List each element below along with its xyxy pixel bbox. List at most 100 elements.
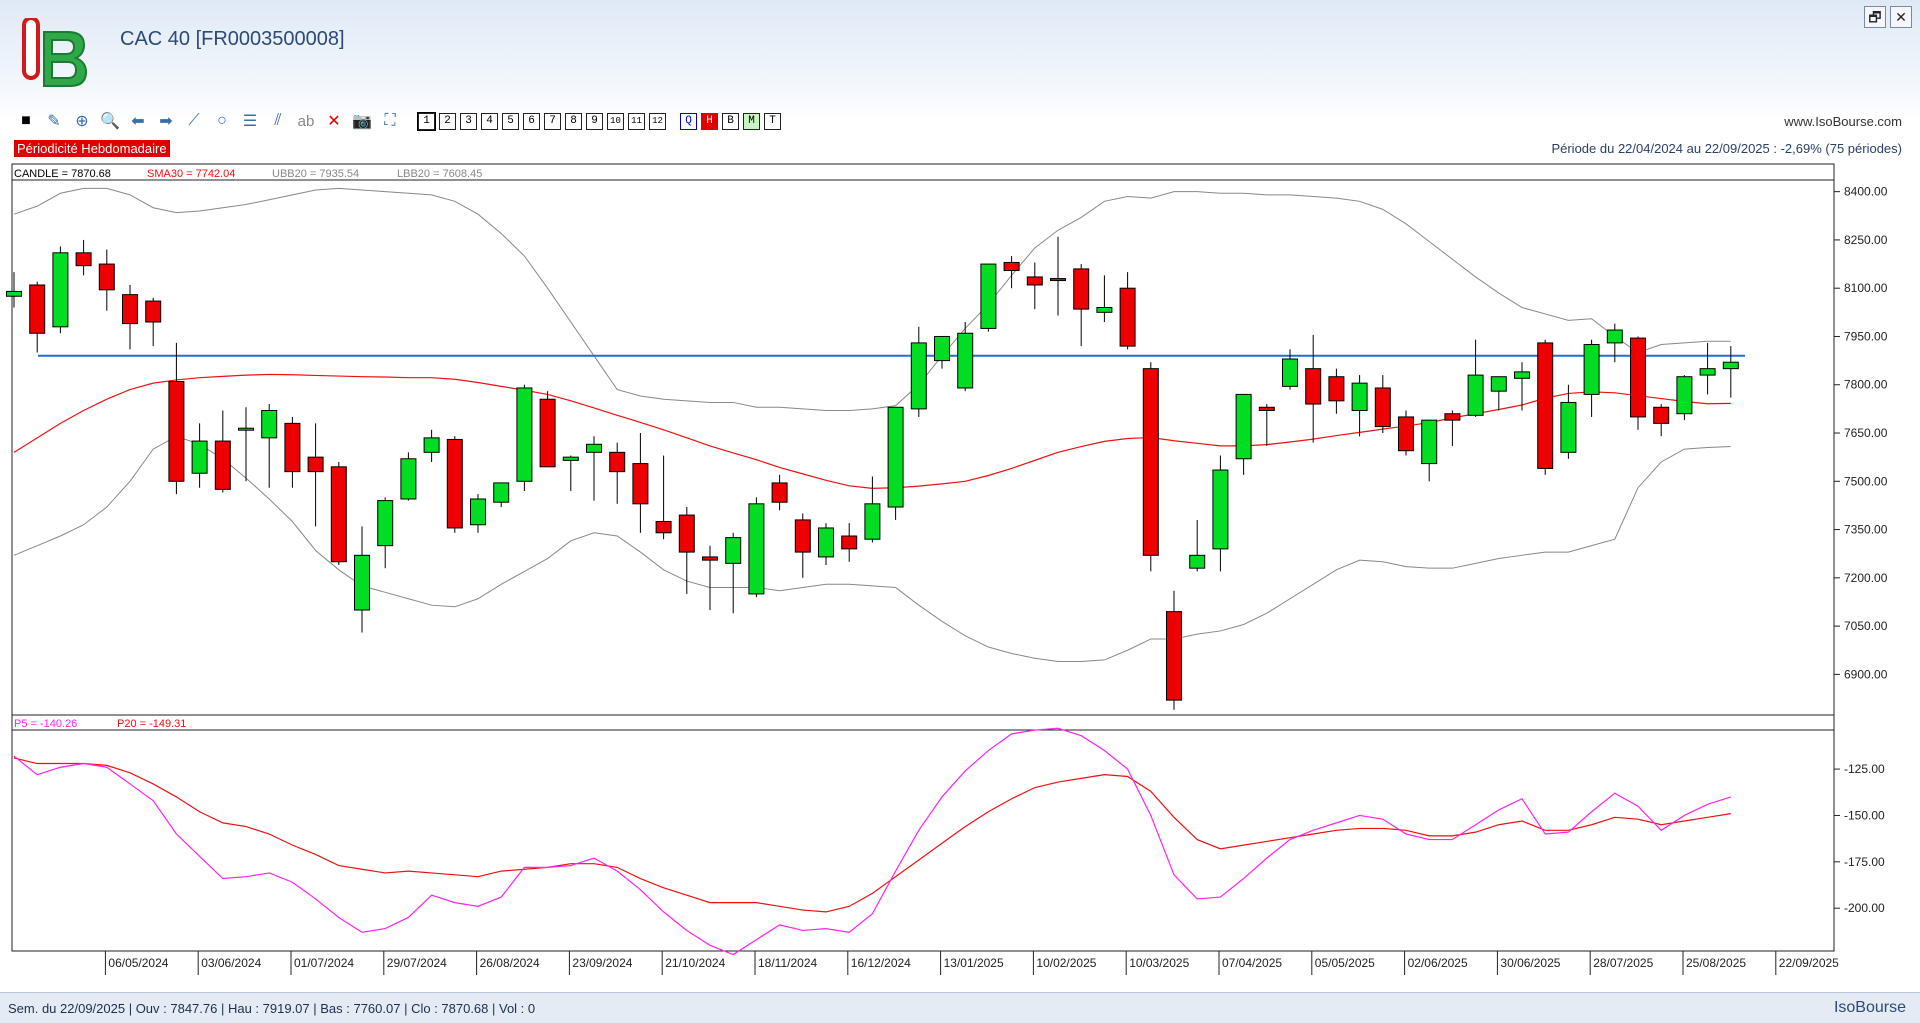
- candle[interactable]: [1398, 410, 1414, 456]
- candle[interactable]: [122, 284, 138, 350]
- candle[interactable]: [400, 452, 417, 501]
- period-button-10[interactable]: 10: [607, 112, 624, 130]
- candle[interactable]: [771, 474, 788, 511]
- candle[interactable]: [1467, 339, 1484, 417]
- candle[interactable]: [261, 404, 278, 488]
- fibonacci-icon[interactable]: ☰: [242, 113, 258, 130]
- candle[interactable]: [910, 326, 927, 417]
- period-button-9[interactable]: 9: [586, 112, 603, 130]
- timeframe-button-m[interactable]: M: [743, 112, 760, 130]
- candle[interactable]: [1514, 362, 1530, 411]
- candle[interactable]: [1421, 419, 1438, 482]
- crosshair-icon[interactable]: ⊕: [75, 113, 89, 130]
- candle[interactable]: [446, 436, 463, 533]
- candle[interactable]: [586, 436, 602, 501]
- candle[interactable]: [1537, 339, 1554, 475]
- candle[interactable]: [168, 342, 185, 495]
- candle[interactable]: [52, 246, 69, 334]
- candle[interactable]: [470, 494, 486, 533]
- arrow-right-icon[interactable]: ➡: [159, 113, 173, 130]
- candle[interactable]: [609, 442, 626, 504]
- candle[interactable]: [1653, 404, 1670, 437]
- candle[interactable]: [1305, 334, 1322, 443]
- candle[interactable]: [632, 433, 649, 533]
- candle[interactable]: [864, 476, 881, 543]
- candle[interactable]: [1166, 590, 1182, 710]
- candle[interactable]: [238, 407, 254, 482]
- delete-icon[interactable]: ✕: [327, 113, 341, 130]
- candle[interactable]: [1606, 323, 1623, 363]
- site-url-link[interactable]: www.IsoBourse.com: [1784, 114, 1902, 129]
- period-button-8[interactable]: 8: [565, 112, 582, 130]
- candle[interactable]: [1351, 375, 1368, 437]
- candle[interactable]: [957, 321, 974, 392]
- timeframe-button-h[interactable]: H: [701, 112, 718, 130]
- candle[interactable]: [725, 532, 742, 614]
- circle-tool-icon[interactable]: ○: [217, 112, 227, 129]
- zoom-icon[interactable]: 🔍: [100, 113, 120, 130]
- candle[interactable]: [1212, 455, 1229, 572]
- candle[interactable]: [1003, 256, 1020, 289]
- candle[interactable]: [29, 281, 46, 353]
- text-tool-icon[interactable]: ab: [297, 112, 315, 130]
- period-button-6[interactable]: 6: [523, 112, 540, 130]
- candle[interactable]: [1374, 375, 1391, 434]
- line-tool-icon[interactable]: ⟋: [188, 112, 200, 129]
- candle[interactable]: [145, 297, 162, 347]
- pen-icon[interactable]: ✎: [47, 113, 61, 130]
- candle[interactable]: [423, 429, 440, 462]
- candle[interactable]: [794, 513, 811, 578]
- candle[interactable]: [284, 416, 301, 488]
- candle[interactable]: [562, 455, 579, 491]
- candle[interactable]: [307, 423, 324, 527]
- candle[interactable]: [516, 384, 533, 491]
- timeframe-button-q[interactable]: Q: [680, 112, 697, 130]
- candle[interactable]: [6, 272, 22, 308]
- candle[interactable]: [1026, 262, 1043, 310]
- candle[interactable]: [191, 423, 208, 488]
- candle[interactable]: [980, 263, 997, 332]
- candle[interactable]: [748, 497, 765, 598]
- period-button-11[interactable]: 11: [628, 112, 645, 130]
- candle[interactable]: [678, 507, 695, 594]
- period-button-3[interactable]: 3: [460, 112, 477, 130]
- candle[interactable]: [75, 239, 92, 276]
- candle[interactable]: [841, 523, 858, 562]
- candle[interactable]: [1583, 339, 1600, 417]
- candle[interactable]: [934, 335, 950, 369]
- candle[interactable]: [354, 526, 370, 633]
- candle[interactable]: [887, 406, 904, 520]
- candle[interactable]: [1096, 275, 1113, 322]
- candle[interactable]: [1444, 410, 1461, 446]
- candle[interactable]: [539, 391, 556, 468]
- period-button-5[interactable]: 5: [502, 112, 519, 130]
- timeframe-button-b[interactable]: B: [722, 112, 739, 130]
- channel-icon[interactable]: ⫽: [274, 112, 282, 129]
- candle[interactable]: [1676, 375, 1693, 421]
- color-square-icon[interactable]: ■: [21, 112, 31, 129]
- candle[interactable]: [1142, 362, 1159, 572]
- candle[interactable]: [1073, 264, 1090, 347]
- candle[interactable]: [330, 461, 347, 565]
- camera-icon[interactable]: 📷: [352, 113, 372, 130]
- candle[interactable]: [1722, 346, 1739, 398]
- candle[interactable]: [1490, 376, 1507, 411]
- period-button-2[interactable]: 2: [439, 112, 456, 130]
- period-button-4[interactable]: 4: [481, 112, 498, 130]
- candle[interactable]: [1189, 519, 1206, 572]
- candle[interactable]: [493, 482, 510, 508]
- hierarchy-icon[interactable]: ⛶: [384, 112, 396, 129]
- candle[interactable]: [1282, 349, 1298, 390]
- candle[interactable]: [702, 545, 718, 611]
- chart-area[interactable]: CANDLE = 7870.68 SMA30 = 7742.04 UBB20 =…: [0, 0, 1920, 992]
- candle[interactable]: [1328, 368, 1345, 414]
- candle[interactable]: [1050, 236, 1066, 316]
- candle[interactable]: [818, 523, 834, 565]
- candle[interactable]: [1699, 342, 1716, 395]
- close-button[interactable]: ✕: [1890, 6, 1912, 28]
- candle[interactable]: [98, 249, 115, 311]
- candle[interactable]: [655, 455, 672, 540]
- candle[interactable]: [1235, 393, 1252, 475]
- restore-button[interactable]: 🗗: [1864, 6, 1886, 28]
- candle[interactable]: [214, 410, 231, 493]
